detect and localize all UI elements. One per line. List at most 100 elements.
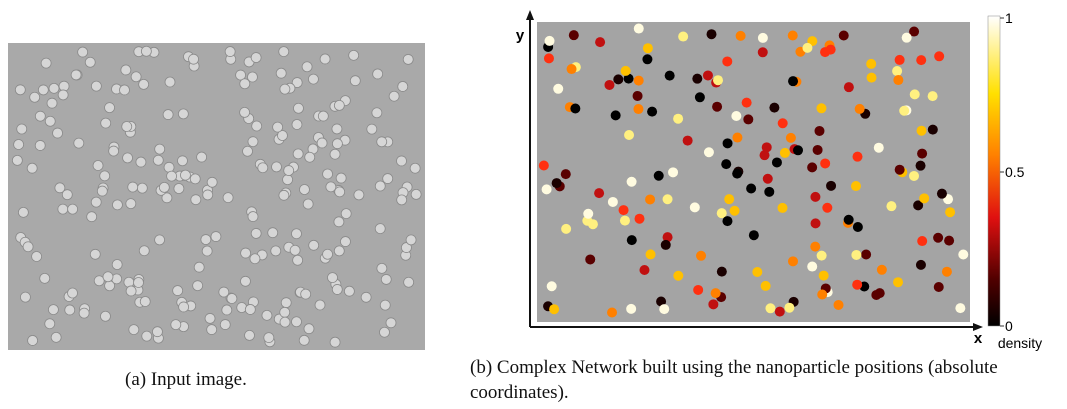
particle [139,246,149,256]
particle [305,152,315,162]
node [758,33,768,43]
caption-a: (a) Input image. [125,367,247,392]
colorbar-tick-label: 0 [1005,318,1013,334]
particle [121,65,131,75]
node [772,157,782,167]
particle [301,289,311,299]
particle [373,69,383,79]
particle [375,181,385,191]
colorbar-ticks: 10.50 [1000,10,1025,334]
node [746,184,756,194]
node [909,171,919,181]
particle [240,276,250,286]
node [861,249,871,259]
node [788,256,798,266]
particle [323,249,333,259]
particle [105,103,115,113]
particle [93,160,103,170]
particle [65,305,75,315]
node [620,216,630,226]
node [613,74,623,84]
particle [91,81,101,91]
node [627,235,637,245]
node [834,300,844,310]
particle [163,110,173,120]
node [942,267,952,277]
particle [284,166,294,176]
node [668,167,678,177]
particle [389,91,399,101]
node [549,304,559,314]
particle [248,137,258,147]
node [646,249,656,259]
node [552,178,562,188]
node [611,110,621,120]
particle [123,153,133,163]
node [778,118,788,128]
particle [222,305,232,315]
node [758,47,768,57]
particle [279,190,289,200]
particle [137,183,147,193]
colorbar-tick-label: 1 [1005,10,1013,26]
particle [241,248,251,258]
node [944,236,954,246]
node [604,80,614,90]
particle [78,47,88,57]
particle [197,152,207,162]
particle [45,319,55,329]
node [634,76,644,86]
node [567,64,577,74]
node [945,207,955,217]
node [690,202,700,212]
node [793,145,803,155]
node [654,171,664,181]
node [722,56,732,66]
node [867,73,877,83]
node [934,51,944,61]
particle [292,119,302,129]
particle [20,292,30,302]
particle [280,317,290,327]
particle [191,195,201,205]
particle [79,308,89,318]
particle [165,77,175,87]
particle [336,173,346,183]
node [916,55,926,65]
colorbar-tick-label: 0.5 [1005,164,1025,180]
particle [251,53,261,63]
particle [193,281,203,291]
node [595,37,605,47]
particle [276,68,286,78]
node [820,158,830,168]
particle [30,92,40,102]
particle [112,260,122,270]
particle [410,163,420,173]
particle [280,307,290,317]
node [777,203,787,213]
particle [126,286,136,296]
node [851,250,861,260]
particle [272,162,282,172]
particle [48,305,58,315]
particle [317,138,327,148]
node [749,230,759,240]
node [916,161,926,171]
caption-b: (b) Complex Network built using the nano… [470,355,1060,405]
particle [349,50,359,60]
particle [386,318,396,328]
particle [250,254,260,264]
particle [85,57,95,67]
node [742,98,752,108]
node [661,240,671,250]
particle [62,190,72,200]
particle [109,146,119,156]
node [585,254,595,264]
particle [220,320,230,330]
node [807,162,817,172]
node [635,214,645,224]
node [542,184,552,194]
node [813,145,823,155]
particle [28,335,38,345]
node [780,148,790,158]
